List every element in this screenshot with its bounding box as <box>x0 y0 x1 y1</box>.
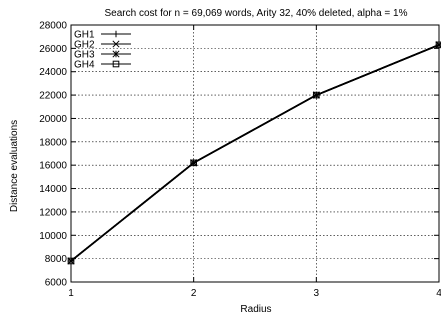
legend-label-gh2: GH2 <box>74 40 95 51</box>
y-axis-label: Distance evaluations <box>9 120 20 212</box>
legend-marker-gh2 <box>112 40 120 48</box>
tick-marks: 6000800010000120001400016000180002000022… <box>39 21 441 300</box>
point-gh4 <box>313 91 320 99</box>
x-tick-label: 2 <box>191 288 197 299</box>
y-tick-label: 16000 <box>39 161 67 172</box>
series-line-gh3 <box>70 44 440 262</box>
legend-marker-gh1 <box>112 30 120 38</box>
x-tick-label: 1 <box>68 288 74 299</box>
legend-marker-gh2-d2 <box>112 40 120 48</box>
series-group <box>67 41 441 265</box>
legend-label-gh4: GH4 <box>74 60 95 71</box>
legend-label-gh1: GH1 <box>74 30 95 41</box>
point-gh3 <box>435 41 441 49</box>
plot-frame <box>70 24 440 283</box>
y-tick-label: 22000 <box>39 91 67 102</box>
series-line-gh4 <box>70 44 440 262</box>
y-tick-label: 6000 <box>45 278 68 289</box>
axes <box>70 24 440 283</box>
point-gh3-d2 <box>435 42 441 49</box>
chart-title: Search cost for n = 69,069 words, Arity … <box>105 8 408 19</box>
point-gh4 <box>190 159 197 167</box>
series-gh4 <box>67 41 441 265</box>
legend-marker-gh3 <box>112 50 120 58</box>
x-axis-label: Radius <box>240 304 271 315</box>
x-tick-label: 4 <box>436 288 441 299</box>
legend-item-gh2: GH2 <box>74 40 131 51</box>
y-tick-label: 8000 <box>45 254 68 265</box>
legend-label-gh3: GH3 <box>74 50 95 61</box>
series-gh3 <box>67 41 441 265</box>
y-tick-label: 20000 <box>39 114 67 125</box>
grid-lines <box>71 25 439 282</box>
legend-item-gh1: GH1 <box>74 30 131 41</box>
series-line-gh2 <box>70 44 440 262</box>
y-tick-label: 12000 <box>39 207 67 218</box>
x-tick-label: 3 <box>314 288 320 299</box>
y-tick-label: 14000 <box>39 184 67 195</box>
series-gh1 <box>67 41 441 265</box>
legend-marker-gh4 <box>112 60 120 68</box>
y-tick-label: 18000 <box>39 137 67 148</box>
legend-item-gh3: GH3 <box>74 50 131 61</box>
point-gh4 <box>435 41 441 49</box>
point-gh4 <box>67 257 75 265</box>
series-gh2 <box>67 41 441 265</box>
y-tick-label: 10000 <box>39 231 67 242</box>
legend-item-gh4: GH4 <box>74 60 131 71</box>
legend-marker-gh3-d2 <box>112 50 120 58</box>
y-tick-label: 24000 <box>39 67 67 78</box>
y-tick-label: 26000 <box>39 44 67 55</box>
series-line-gh1 <box>70 44 440 262</box>
y-tick-label: 28000 <box>39 21 67 32</box>
